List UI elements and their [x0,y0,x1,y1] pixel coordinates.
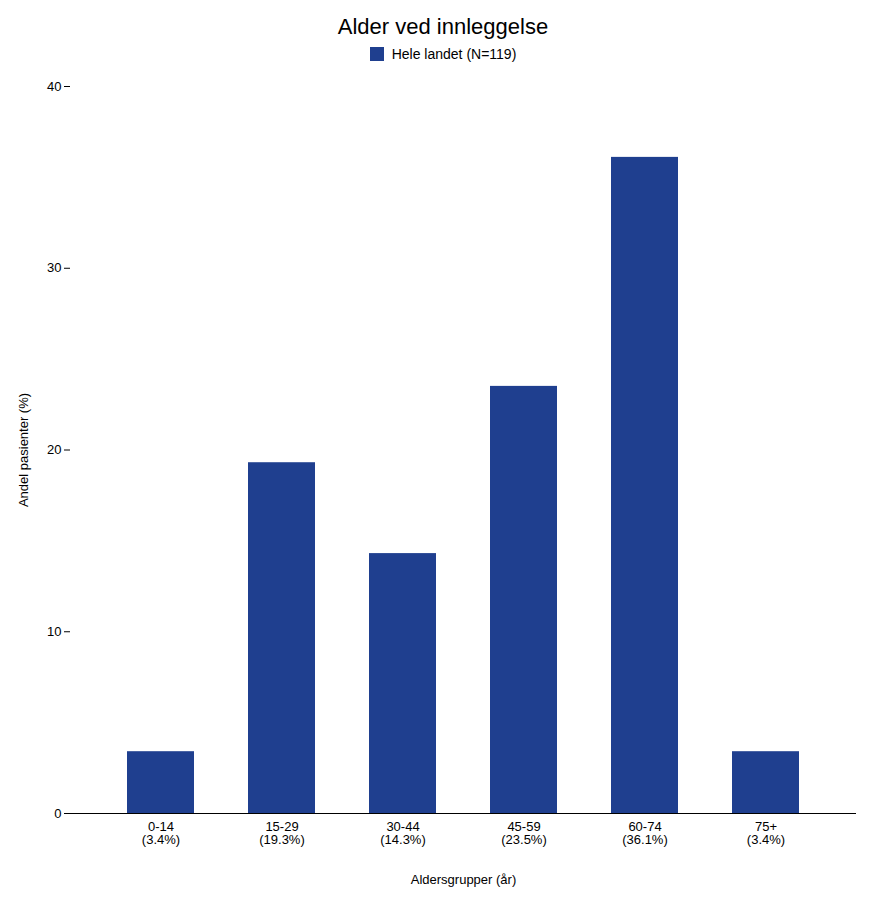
svg-text:30-44(14.3%): 30-44(14.3%) [380,819,426,847]
svg-text:15-29(19.3%): 15-29(19.3%) [259,819,305,847]
svg-text:Andel pasienter (%): Andel pasienter (%) [16,393,31,507]
svg-text:30: 30 [47,260,61,275]
svg-text:0-14(3.4%): 0-14(3.4%) [142,819,180,847]
svg-text:40: 40 [47,79,61,94]
svg-text:20: 20 [47,442,61,457]
html-text:Alder ved innleggelse: Alder ved innleggelse [337,14,549,39]
svg-text:10: 10 [47,624,61,639]
svg-text:75+(3.4%): 75+(3.4%) [747,819,785,847]
svg-text:60-74(36.1%): 60-74(36.1%) [622,819,668,847]
svg-text:45-59(23.5%): 45-59(23.5%) [501,819,547,847]
html-text:Hele landet (N=119): Hele landet (N=119) [391,46,517,62]
svg-text:0: 0 [54,806,61,821]
svg-text:Aldersgrupper (år): Aldersgrupper (år) [411,872,517,887]
